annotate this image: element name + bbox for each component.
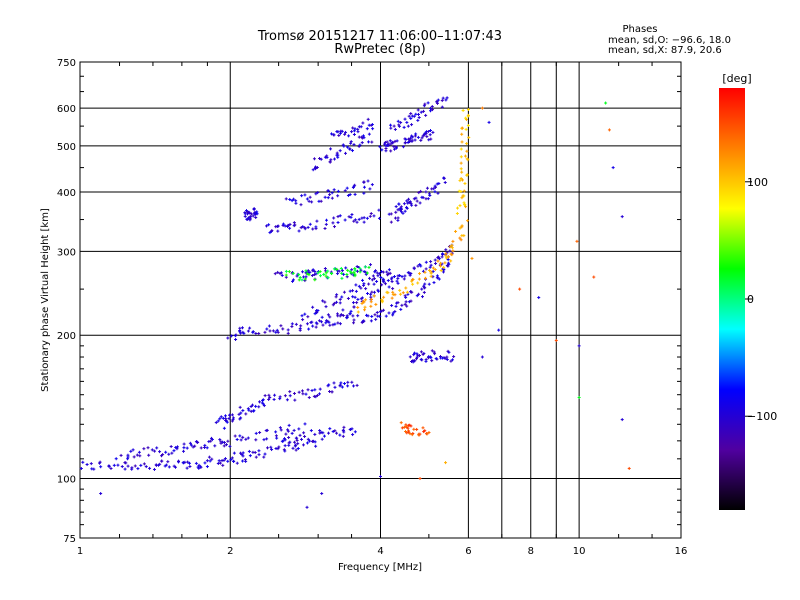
y-tick-label: 750 [57, 58, 76, 69]
colorbar-tick-label: 0 [747, 293, 754, 306]
y-tick-label: 200 [57, 331, 76, 342]
y-tick-label: 75 [63, 534, 76, 545]
x-axis-label: Frequency [MHz] [338, 562, 422, 573]
colorbar-ticks: 100 0 −100 [745, 176, 777, 423]
x-tick-label: 1 [77, 546, 83, 557]
y-tick-label: 100 [57, 475, 76, 486]
colorbar-tick-label: −100 [747, 410, 777, 423]
y-tick-label: 500 [57, 142, 76, 153]
x-tick-label: 10 [573, 546, 586, 557]
x-tick-label: 16 [675, 546, 688, 557]
colorbar: [deg] 100 0 −100 [719, 72, 777, 510]
x-tick-label: 2 [227, 546, 233, 557]
x-tick-label: 8 [528, 546, 534, 557]
colorbar-label: [deg] [722, 72, 751, 85]
y-tick-label: 400 [57, 188, 76, 199]
y-tick-label: 300 [57, 247, 76, 258]
x-tick-label: 4 [377, 546, 383, 557]
gridlines [80, 62, 681, 538]
data-points [79, 96, 631, 509]
stats-heading: Phases [622, 24, 657, 35]
colorbar-tick-label: 100 [747, 176, 768, 189]
y-axis-ticks: 75 100 200 300 400 500 600 750 [57, 58, 76, 545]
chart-subtitle: RwPretec (8p) [334, 42, 425, 57]
x-axis-ticks: 1 2 4 6 8 10 16 [77, 546, 688, 557]
x-tick-label: 6 [465, 546, 471, 557]
y-axis-label: Stationary phase Virtual Height [km] [40, 208, 51, 392]
stats-line-o: mean, sd,O: −96.6, 18.0 [608, 35, 731, 46]
colorbar-gradient [719, 88, 745, 510]
stats-box: Phases mean, sd,O: −96.6, 18.0 mean, sd,… [608, 24, 731, 56]
chart-titles: Tromsø 20151217 11:06:00–11:07:43 RwPret… [257, 29, 502, 57]
stats-line-x: mean, sd,X: 87.9, 20.6 [608, 45, 722, 56]
y-tick-label: 600 [57, 104, 76, 115]
chart-title: Tromsø 20151217 11:06:00–11:07:43 [257, 29, 502, 44]
